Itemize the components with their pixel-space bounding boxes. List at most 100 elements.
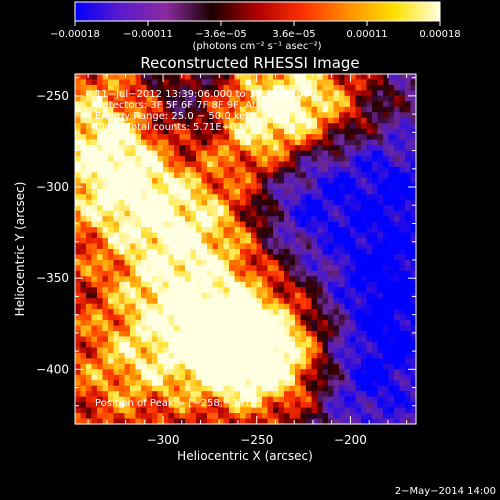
heatmap-cell [366, 336, 373, 343]
heatmap-cell [234, 331, 241, 338]
heatmap-cell [251, 331, 258, 338]
heatmap-cell [108, 298, 115, 305]
heatmap-cell [284, 123, 291, 130]
heatmap-cell [163, 210, 170, 217]
heatmap-cell [113, 205, 120, 212]
heatmap-cell [311, 276, 318, 283]
heatmap-cell [355, 84, 362, 92]
heatmap-cell [223, 309, 230, 316]
heatmap-cell [278, 281, 285, 288]
heatmap-cell [124, 391, 131, 398]
heatmap-cell [306, 298, 313, 305]
heatmap-cell [383, 276, 390, 283]
heatmap-cell [86, 352, 93, 359]
heatmap-cell [86, 363, 93, 370]
heatmap-cell [179, 331, 186, 338]
heatmap-cell [344, 112, 351, 119]
heatmap-cell [267, 292, 274, 299]
heatmap-cell [278, 309, 285, 316]
heatmap-cell [223, 292, 230, 299]
heatmap-cell [300, 90, 307, 97]
heatmap-cell [383, 79, 390, 86]
heatmap-cell [152, 325, 159, 332]
heatmap-cell [130, 74, 137, 81]
heatmap-cell [229, 243, 236, 250]
heatmap-cell [388, 183, 395, 190]
heatmap-cell [174, 265, 181, 272]
heatmap-cell [190, 385, 197, 392]
heatmap-cell [223, 314, 230, 321]
heatmap-cell [311, 407, 318, 414]
heatmap-cell [267, 156, 274, 163]
heatmap-cell [267, 172, 274, 179]
heatmap-cell [377, 369, 384, 376]
heatmap-cell [108, 232, 115, 239]
heatmap-cell [322, 249, 329, 256]
heatmap-cell [388, 341, 395, 349]
heatmap-cell [135, 112, 142, 119]
heatmap-cell [410, 254, 417, 261]
heatmap-cell [333, 385, 340, 392]
heatmap-cell [350, 413, 357, 420]
heatmap-cell [75, 117, 82, 124]
heatmap-cell [102, 270, 109, 277]
heatmap-cell [218, 402, 225, 409]
heatmap-cell [207, 210, 214, 217]
heatmap-cell [405, 156, 412, 163]
heatmap-cell [80, 194, 87, 201]
heatmap-cell [146, 134, 153, 141]
heatmap-cell [328, 177, 335, 184]
heatmap-cell [328, 139, 335, 146]
heatmap-cell [366, 188, 373, 195]
heatmap-cell [355, 347, 362, 354]
heatmap-cell [399, 270, 406, 277]
heatmap-cell [108, 156, 115, 163]
heatmap-cell [355, 320, 362, 327]
heatmap-cell [86, 347, 93, 354]
heatmap-cell [229, 325, 236, 332]
heatmap-cell [91, 369, 98, 376]
heatmap-cell [185, 352, 192, 359]
heatmap-cell [399, 385, 406, 392]
heatmap-cell [223, 227, 230, 234]
heatmap-cell [328, 265, 335, 272]
heatmap-cell [179, 303, 186, 310]
heatmap-cell [75, 79, 82, 86]
heatmap-cell [80, 243, 87, 250]
heatmap-cell [383, 106, 390, 113]
heatmap-cell [108, 402, 115, 409]
heatmap-cell [333, 418, 340, 425]
heatmap-cell [350, 385, 357, 392]
heatmap-cell [234, 183, 241, 190]
heatmap-cell [383, 331, 390, 338]
heatmap-cell [245, 139, 252, 146]
heatmap-cell [383, 166, 390, 174]
heatmap-cell [124, 188, 131, 195]
heatmap-cell [388, 90, 395, 97]
heatmap-cell [295, 106, 302, 113]
heatmap-cell [234, 347, 241, 354]
heatmap-cell [278, 407, 285, 414]
heatmap-cell [317, 265, 324, 272]
heatmap-cell [152, 259, 159, 267]
heatmap-cell [256, 183, 263, 190]
heatmap-cell [207, 325, 214, 332]
heatmap-cell [234, 194, 241, 201]
heatmap-cell [135, 320, 142, 327]
heatmap-cell [284, 106, 291, 113]
heatmap-cell [300, 74, 307, 81]
heatmap-cell [102, 363, 109, 370]
heatmap-cell [295, 402, 302, 409]
heatmap-cell [174, 352, 181, 359]
heatmap-cell [328, 205, 335, 212]
heatmap-cell [394, 369, 401, 376]
heatmap-cell [295, 177, 302, 184]
heatmap-cell [234, 380, 241, 387]
heatmap-cell [146, 347, 153, 354]
heatmap-cell [91, 363, 98, 370]
heatmap-cell [267, 402, 274, 409]
heatmap-cell [311, 238, 318, 245]
heatmap-cell [311, 281, 318, 288]
heatmap-cell [124, 74, 131, 81]
heatmap-cell [262, 232, 269, 239]
